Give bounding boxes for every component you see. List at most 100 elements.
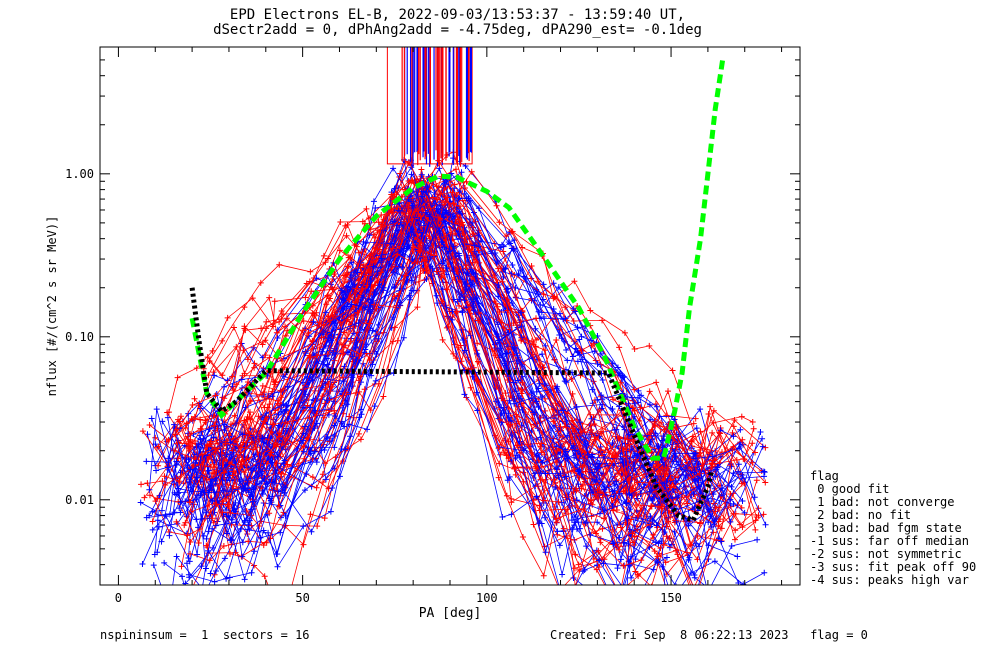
spectrum-plus-marker: [223, 507, 230, 514]
spectrum-plus-marker: [155, 511, 162, 518]
spectrum-plus-marker: [223, 477, 230, 484]
spike-cluster: [386, 47, 473, 167]
spectrum-plus-marker: [712, 504, 719, 511]
spectrum-plus-marker: [665, 388, 672, 395]
spectrum-plus-marker: [540, 291, 547, 298]
spectrum-plus-marker: [372, 377, 379, 384]
spectrum-plus-marker: [762, 444, 769, 451]
spectrum-plus-marker: [246, 526, 253, 533]
spectrum-plus-marker: [496, 309, 503, 316]
spectrum-plus-marker: [138, 481, 145, 488]
spectrum-plus-marker: [308, 528, 315, 535]
spectrum-plus-marker: [631, 400, 638, 407]
spectrum-plus-marker: [532, 325, 539, 332]
spectrum-plus-marker: [355, 430, 362, 437]
spectrum-plus-marker: [279, 619, 285, 625]
spectrum-plus-marker: [452, 166, 459, 173]
spectrum-plus-marker: [693, 592, 699, 598]
spectrum-plus-marker: [187, 508, 194, 515]
spectrum-plus-marker: [559, 571, 566, 578]
spectrum-plus-marker: [149, 508, 156, 515]
spectrum-plus-marker: [624, 617, 630, 623]
spectrum-plus-marker: [496, 219, 503, 226]
spectrum-plus-marker: [371, 380, 378, 387]
spectrum-plus-marker: [554, 447, 561, 454]
spectrum-plus-marker: [370, 231, 377, 238]
spectrum-plus-marker: [209, 469, 216, 476]
spectrum-plus-marker: [397, 170, 404, 177]
spectrum-plus-marker: [594, 360, 601, 367]
spectrum-plus-marker: [233, 343, 240, 350]
spectrum-plus-marker: [277, 514, 284, 521]
spectrum-plus-marker: [493, 260, 500, 267]
spectrum-plus-marker: [621, 329, 628, 336]
spectrum-plus-marker: [221, 383, 228, 390]
spectrum-plus-marker: [552, 484, 559, 491]
spectrum-plus-marker: [307, 511, 314, 518]
spectrum-plus-marker: [300, 523, 307, 530]
spectrum-plus-marker: [596, 460, 603, 467]
spectrum-plus-marker: [391, 324, 398, 331]
spectrum-plus-marker: [752, 517, 759, 524]
spectrum-plus-marker: [176, 505, 183, 512]
spectrum-plus-marker: [618, 592, 624, 598]
spectrum-plus-marker: [240, 347, 247, 354]
spectrum-plus-marker: [731, 536, 738, 543]
spectrum-plus-marker: [194, 551, 201, 558]
spectrum-plus-marker: [241, 304, 248, 311]
spectrum-plus-marker: [506, 473, 513, 480]
spectrum-plus-marker: [313, 484, 320, 491]
spectrum-plus-marker: [220, 542, 227, 549]
x-axis-label: PA [deg]: [419, 606, 482, 621]
spectrum-plus-marker: [204, 354, 211, 361]
spectrum-plus-marker: [150, 562, 157, 569]
chart-subtitle: dSectr2add = 0, dPhAng2add = -4.75deg, d…: [213, 22, 702, 38]
spectrum-plus-marker: [557, 587, 563, 593]
spectrum-plus-marker: [553, 337, 560, 344]
spectrum-plus-marker: [538, 520, 545, 527]
spectrum-plus-marker: [739, 497, 746, 504]
spectrum-plus-marker: [426, 233, 433, 240]
spectrum-plus-marker: [435, 157, 442, 164]
spectrum-plus-marker: [144, 480, 151, 487]
spectrum-plus-marker: [322, 460, 329, 467]
spectrum-plus-marker: [508, 499, 515, 506]
spectrum-plus-marker: [556, 542, 563, 549]
spectrum-plus-marker: [139, 428, 146, 435]
spectrum-plus-marker: [749, 440, 756, 447]
spectrum-plus-marker: [519, 533, 526, 540]
spectrum-plus-marker: [591, 348, 598, 355]
spectrum-plus-marker: [537, 476, 544, 483]
spectrum-plus-marker: [590, 340, 597, 347]
spectrum-plus-marker: [622, 587, 628, 593]
spectrum-plus-marker: [451, 181, 458, 188]
spectrum-plus-marker: [210, 544, 217, 551]
spectrum-plus-marker: [727, 496, 734, 503]
spectrum-plus-marker: [576, 566, 583, 573]
spectrum-plus-marker: [761, 469, 768, 476]
chart-title-block: EPD Electrons EL-B, 2022-09-03/13:53:37 …: [0, 8, 915, 38]
spectrum-plus-marker: [658, 419, 665, 426]
spectrum-plus-marker: [187, 539, 194, 546]
spectrum-plus-marker: [631, 346, 638, 353]
x-tick-label: 0: [115, 591, 122, 605]
spectrum-plus-marker: [533, 337, 540, 344]
spectrum-plus-marker: [271, 298, 278, 305]
spectrum-plus-marker: [514, 377, 521, 384]
spectrum-plus-marker: [637, 404, 644, 411]
spectrum-plus-marker: [694, 590, 700, 596]
spectrum-plus-marker: [439, 336, 446, 343]
spectrum-plus-marker: [646, 430, 653, 437]
spectrum-plus-marker: [493, 202, 500, 209]
spectrum-plus-marker: [520, 478, 527, 485]
spectrum-plus-marker: [709, 595, 715, 601]
spectrum-plus-marker: [211, 372, 218, 379]
x-tick-label: 100: [476, 591, 498, 605]
spectrum-plus-marker: [230, 324, 237, 331]
spectrum-plus-marker: [599, 376, 606, 383]
spectrum-plus-marker: [755, 505, 762, 512]
spectrum-plus-marker: [662, 559, 669, 566]
spectrum-plus-marker: [528, 262, 535, 269]
spectrum-plus-marker: [571, 565, 578, 572]
spectrum-plus-marker: [244, 378, 251, 385]
